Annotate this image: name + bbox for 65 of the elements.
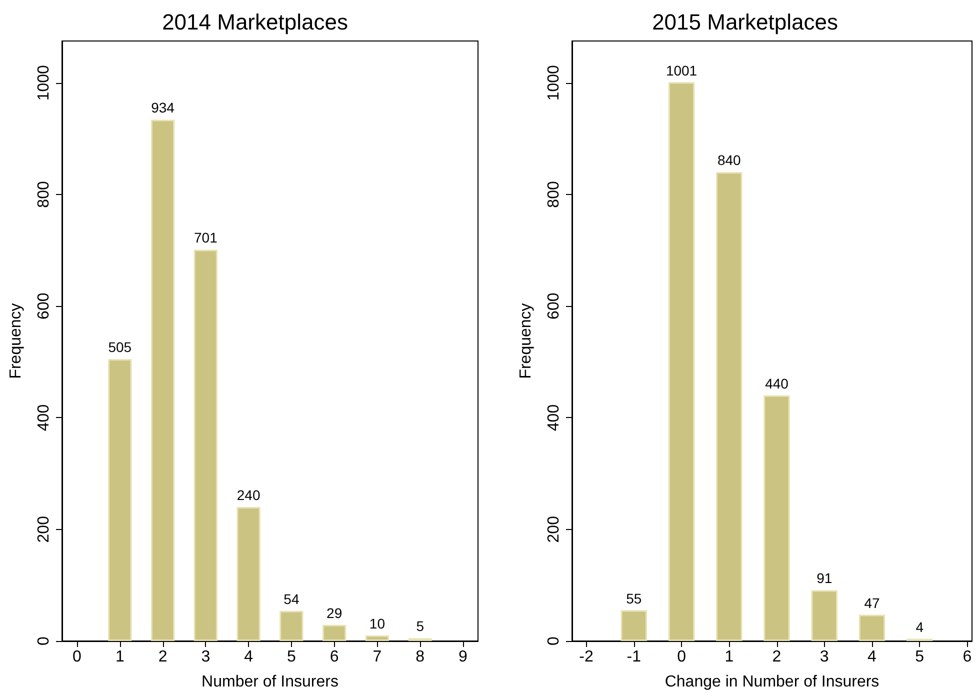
- bar: [668, 82, 695, 641]
- x-tick-label: 1: [115, 648, 124, 666]
- bar: [150, 120, 175, 641]
- x-tick-label: 3: [820, 648, 829, 666]
- x-tick-label: 3: [201, 648, 210, 666]
- data-label: 29: [326, 604, 342, 621]
- x-tick-label: 6: [330, 648, 339, 666]
- data-label: 840: [717, 152, 742, 168]
- bar: [811, 590, 838, 641]
- y-tick-label: 400: [546, 404, 562, 432]
- x-tick-label: 4: [868, 648, 877, 666]
- bar: [108, 359, 132, 641]
- data-label: 505: [108, 339, 132, 356]
- x-tick-label: 5: [286, 648, 296, 666]
- y-tick-label: 1000: [546, 64, 562, 101]
- x-tick-label: 8: [416, 648, 425, 666]
- data-label: 47: [864, 594, 880, 611]
- bar: [858, 614, 886, 641]
- data-label: 4: [916, 618, 924, 635]
- x-tick-label: 2: [772, 648, 782, 666]
- bar: [716, 172, 742, 641]
- x-tick-label: 0: [72, 648, 82, 666]
- bar: [236, 507, 260, 641]
- data-label: 91: [816, 570, 832, 586]
- x-axis-title: Change in Number of Insurers: [664, 674, 880, 690]
- bar: [322, 624, 346, 641]
- data-label: 54: [284, 590, 300, 607]
- chart-title: 2014 Marketplaces: [162, 10, 348, 34]
- data-label: 1001: [666, 62, 698, 78]
- bar: [365, 635, 390, 641]
- bar: [280, 610, 304, 641]
- y-tick-label: 400: [36, 404, 52, 432]
- data-label: 240: [236, 487, 260, 504]
- y-tick-label: 600: [36, 292, 52, 320]
- bar: [620, 610, 647, 641]
- y-axis-title: Frequency: [8, 303, 24, 379]
- x-tick-label: 2: [158, 648, 168, 666]
- data-label: 10: [369, 615, 386, 632]
- data-label: 701: [194, 230, 218, 246]
- y-tick-label: 1000: [36, 64, 52, 101]
- data-label: 934: [151, 100, 175, 116]
- y-tick-label: 200: [546, 516, 562, 543]
- bar: [194, 250, 218, 641]
- bar: [764, 395, 790, 641]
- x-tick-label: 6: [962, 648, 972, 666]
- x-axis-title: Number of Insurers: [202, 674, 338, 690]
- x-tick-label: -2: [579, 648, 594, 666]
- y-tick-label: 0: [546, 636, 562, 646]
- chart-title: 2015 Marketplaces: [652, 10, 838, 34]
- x-tick-label: 7: [372, 648, 382, 666]
- y-tick-label: 200: [36, 516, 52, 543]
- y-tick-label: 800: [546, 181, 562, 208]
- y-tick-label: 0: [36, 636, 52, 646]
- data-label: 55: [626, 590, 642, 606]
- y-tick-label: 600: [546, 292, 562, 320]
- x-tick-label: 4: [244, 648, 254, 666]
- x-tick-label: -1: [626, 648, 642, 666]
- x-tick-label: 9: [458, 648, 468, 666]
- data-label: 5: [416, 618, 424, 634]
- x-tick-label: 5: [915, 648, 924, 666]
- y-tick-label: 800: [36, 181, 52, 208]
- y-axis-title: Frequency: [518, 303, 534, 379]
- x-tick-label: 1: [724, 648, 734, 666]
- x-tick-label: 0: [677, 648, 686, 666]
- data-label: 440: [765, 375, 789, 392]
